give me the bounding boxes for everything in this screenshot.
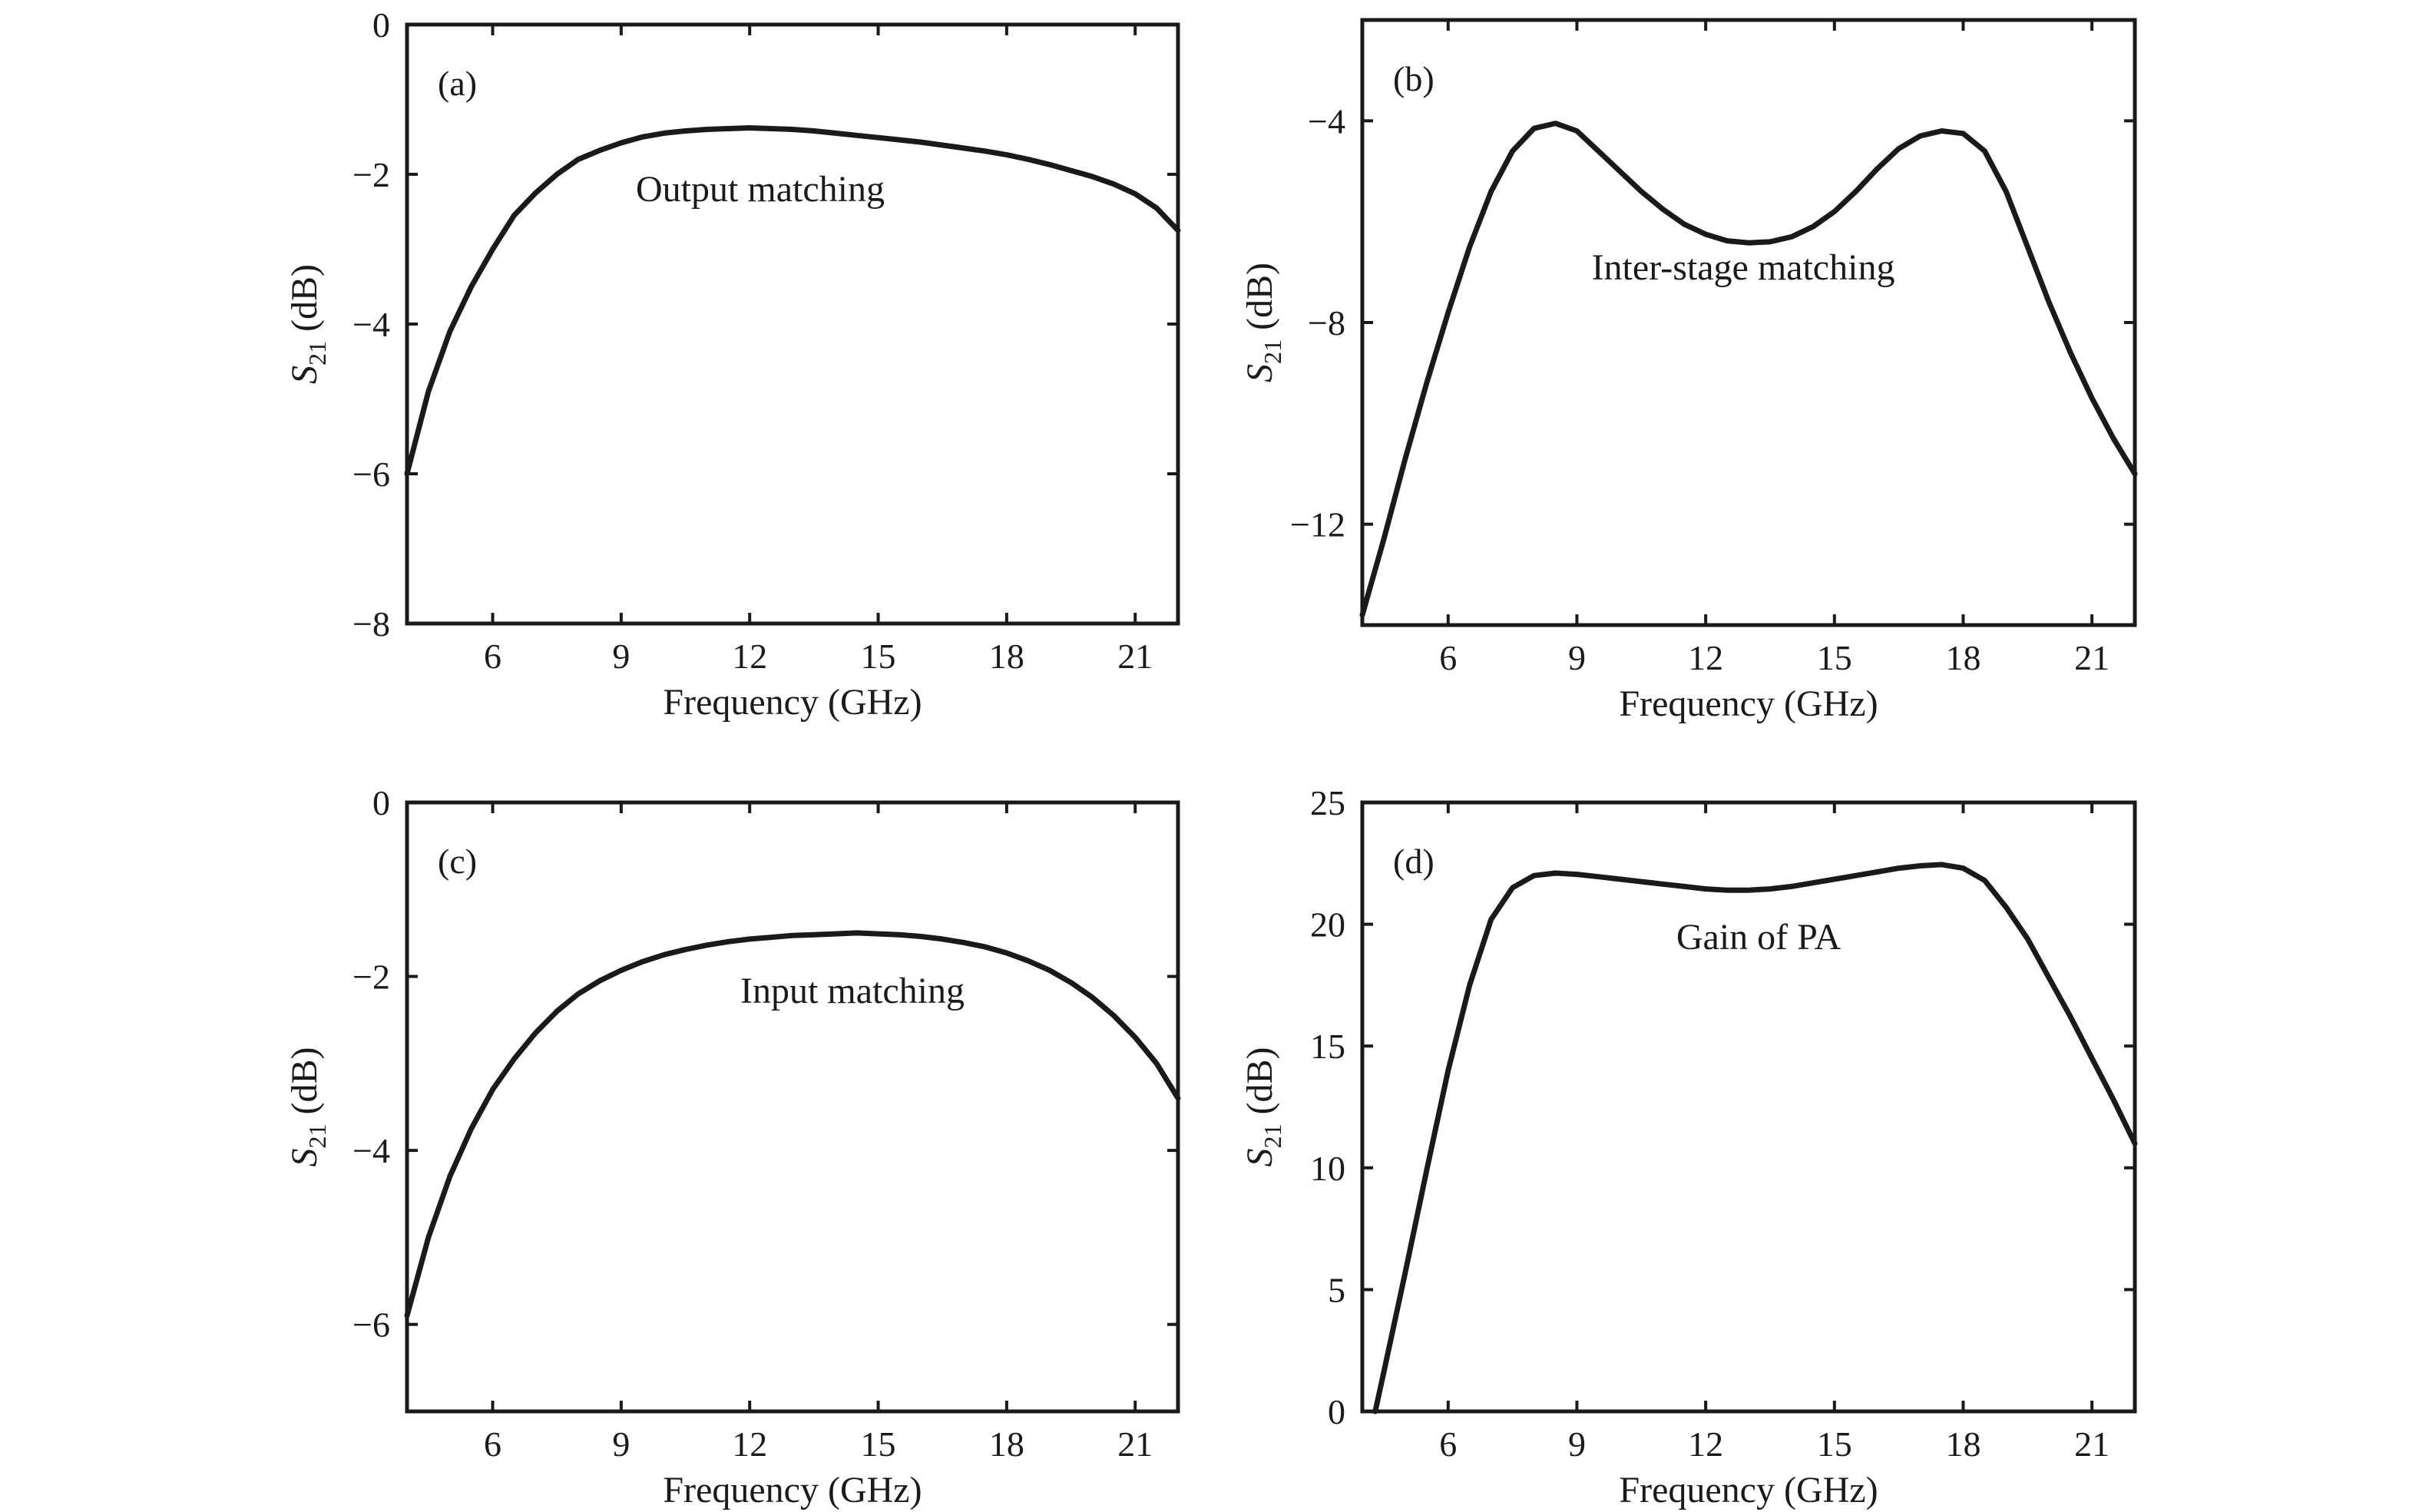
x-tick-label: 15 <box>861 1424 896 1464</box>
x-tick-label: 9 <box>612 637 630 676</box>
curve-annotation: Output matching <box>636 169 885 210</box>
y-axis-label-subscript: 21 <box>303 1123 331 1148</box>
x-tick-label: 9 <box>1568 638 1586 677</box>
series-line <box>1372 862 2138 1414</box>
x-tick-label: 18 <box>989 637 1024 676</box>
y-axis-label: S21 (dB) <box>1239 1047 1286 1167</box>
y-tick-label: 0 <box>372 783 390 822</box>
x-tick-label: 21 <box>1117 1424 1153 1464</box>
x-tick-label: 12 <box>1688 638 1723 677</box>
x-tick-label: 18 <box>989 1424 1024 1464</box>
x-tick-label: 12 <box>1688 1424 1723 1464</box>
series-line <box>404 930 1181 1318</box>
plot-frame <box>1360 800 2137 1414</box>
y-axis-label: S21 (dB) <box>284 1047 331 1167</box>
y-axis-label: S21 (dB) <box>284 264 331 384</box>
y-axis-label-unit: (dB) <box>1239 1047 1280 1124</box>
y-axis-label-symbol: S <box>1239 364 1280 382</box>
y-tick-label: 0 <box>372 5 390 45</box>
x-tick-label: 18 <box>1945 1424 1981 1464</box>
x-tick-label: 21 <box>2074 638 2110 677</box>
x-tick-label: 9 <box>1568 1424 1586 1464</box>
y-axis-label-symbol: S <box>1239 1148 1280 1166</box>
y-axis-label-unit: (dB) <box>284 264 325 341</box>
x-axis-label: Frequency (GHz) <box>663 1470 922 1510</box>
panel-label: (c) <box>438 842 477 881</box>
plot-frame <box>405 22 1180 626</box>
y-tick-label: −4 <box>352 305 390 344</box>
y-axis-label-subscript: 21 <box>303 341 331 366</box>
x-tick-label: 9 <box>612 1424 630 1464</box>
y-axis-label-unit: (dB) <box>284 1047 325 1124</box>
x-axis-label: Frequency (GHz) <box>663 682 922 723</box>
series-line <box>1359 121 2138 618</box>
y-axis-label-unit: (dB) <box>1239 263 1280 339</box>
y-tick-label: −8 <box>1308 303 1345 342</box>
series-line <box>404 125 1181 477</box>
y-tick-label: −4 <box>352 1131 390 1170</box>
x-tick-label: 6 <box>1439 1424 1457 1464</box>
x-axis-label: Frequency (GHz) <box>1619 1470 1878 1510</box>
panel-label: (b) <box>1393 59 1435 98</box>
panel-label: (a) <box>438 64 477 103</box>
y-tick-label: −12 <box>1290 505 1345 544</box>
plot-frame <box>405 800 1180 1414</box>
x-tick-label: 6 <box>1439 638 1457 677</box>
x-tick-label: 12 <box>732 637 767 676</box>
y-tick-label: −6 <box>352 455 390 494</box>
panel-label: (d) <box>1393 842 1435 881</box>
y-axis-label-subscript: 21 <box>1259 339 1286 364</box>
x-tick-label: 6 <box>484 1424 501 1464</box>
y-axis-label-subscript: 21 <box>1259 1123 1286 1148</box>
plot-frame <box>1360 18 2137 627</box>
y-axis-label: S21 (dB) <box>1239 263 1286 382</box>
y-tick-label: −2 <box>352 958 390 997</box>
x-tick-label: 18 <box>1945 638 1981 677</box>
y-tick-label: −4 <box>1308 101 1345 141</box>
y-tick-label: 0 <box>1328 1392 1345 1431</box>
curve-annotation: Gain of PA <box>1676 917 1842 958</box>
y-axis-label-symbol: S <box>284 1148 325 1166</box>
y-tick-label: −2 <box>352 155 390 194</box>
x-tick-label: 15 <box>861 637 896 676</box>
x-axis-label: Frequency (GHz) <box>1619 683 1878 724</box>
y-tick-label: 10 <box>1310 1149 1345 1188</box>
y-tick-label: 15 <box>1310 1027 1345 1066</box>
curve-annotation: Input matching <box>740 971 965 1011</box>
x-tick-label: 12 <box>732 1424 767 1464</box>
curve-annotation: Inter-stage matching <box>1592 247 1895 288</box>
y-tick-label: 20 <box>1310 905 1345 945</box>
x-tick-label: 21 <box>1117 637 1153 676</box>
y-axis-label-symbol: S <box>284 366 325 384</box>
x-tick-label: 15 <box>1817 1424 1852 1464</box>
y-tick-label: 25 <box>1310 783 1345 822</box>
y-tick-label: 5 <box>1328 1270 1345 1309</box>
x-tick-label: 6 <box>484 637 501 676</box>
y-tick-label: −6 <box>352 1305 390 1345</box>
x-tick-label: 15 <box>1817 638 1852 677</box>
x-tick-label: 21 <box>2074 1424 2110 1464</box>
y-tick-label: −8 <box>352 604 390 644</box>
